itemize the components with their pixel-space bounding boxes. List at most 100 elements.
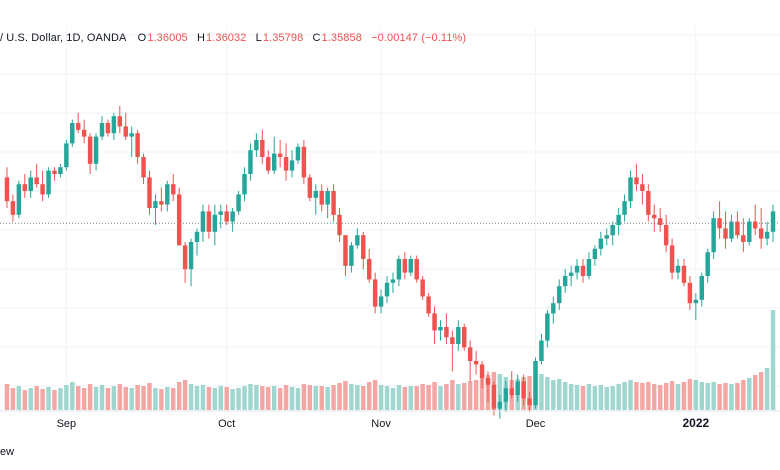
candle bbox=[705, 248, 710, 283]
candle-body bbox=[355, 235, 360, 246]
x-tick-label: Oct bbox=[218, 418, 235, 430]
volume-bar bbox=[10, 388, 16, 410]
volume-bar bbox=[622, 382, 627, 410]
symbol-title: / U.S. Dollar, 1D, OANDA bbox=[0, 32, 127, 44]
volume-bar bbox=[343, 381, 348, 410]
volume-bar bbox=[438, 386, 443, 410]
candle-body bbox=[462, 327, 467, 348]
candle bbox=[741, 218, 746, 253]
candle-body bbox=[111, 116, 117, 134]
candle bbox=[384, 276, 390, 304]
footer-text[interactable]: ew bbox=[0, 446, 15, 458]
candle-body bbox=[610, 225, 615, 236]
candle-body bbox=[194, 231, 200, 242]
candle bbox=[456, 320, 461, 351]
open-value: 1.36005 bbox=[147, 32, 188, 44]
candle bbox=[313, 184, 318, 215]
candle-body bbox=[58, 167, 63, 174]
candle bbox=[176, 187, 182, 246]
volume-bar bbox=[652, 384, 657, 410]
candle bbox=[675, 259, 681, 280]
candle bbox=[545, 310, 550, 348]
candle bbox=[289, 150, 295, 178]
candle bbox=[159, 187, 164, 212]
candle-body bbox=[325, 191, 330, 205]
candle-body bbox=[741, 235, 746, 242]
candle-body bbox=[426, 296, 431, 314]
candle-body bbox=[188, 242, 194, 270]
volume-bar bbox=[545, 377, 550, 410]
candle bbox=[16, 180, 22, 219]
volume-bar bbox=[699, 382, 704, 410]
volume-bar bbox=[248, 384, 253, 410]
volume-bar bbox=[675, 384, 681, 410]
candle bbox=[372, 272, 378, 314]
volume-bar bbox=[574, 385, 580, 410]
candle bbox=[28, 170, 33, 198]
candle-body bbox=[414, 259, 419, 280]
candle bbox=[444, 313, 449, 344]
candle bbox=[657, 208, 663, 232]
candle bbox=[699, 272, 704, 307]
candle bbox=[711, 211, 716, 259]
candle bbox=[509, 371, 514, 399]
candle bbox=[295, 143, 301, 164]
candle-body bbox=[485, 378, 491, 385]
volume-bar bbox=[640, 383, 645, 410]
candle-body bbox=[652, 214, 657, 219]
candle-body bbox=[313, 191, 318, 198]
candle-body bbox=[319, 191, 324, 205]
volume-bar bbox=[159, 389, 164, 410]
candle-body bbox=[135, 133, 140, 157]
candle-body bbox=[171, 184, 176, 195]
volume-bar bbox=[634, 382, 639, 410]
volume-bar bbox=[271, 386, 277, 410]
volume-bars bbox=[4, 310, 776, 410]
candle-body bbox=[117, 116, 123, 127]
volume-bar bbox=[758, 372, 764, 410]
candle-body bbox=[699, 276, 704, 300]
candle-body bbox=[735, 221, 740, 236]
candle bbox=[343, 235, 348, 276]
candle-body bbox=[758, 228, 764, 239]
volume-bar bbox=[604, 387, 609, 410]
candle-body bbox=[628, 177, 633, 202]
candle-body bbox=[557, 286, 562, 304]
volume-bar bbox=[729, 384, 734, 410]
volume-bar bbox=[206, 387, 212, 410]
volume-bar bbox=[669, 381, 675, 410]
candle-body bbox=[568, 272, 574, 276]
candle-body bbox=[366, 259, 372, 280]
candle-body bbox=[99, 123, 105, 137]
candle bbox=[242, 167, 247, 202]
candle-body bbox=[444, 327, 449, 338]
candle-body bbox=[182, 245, 188, 270]
candle bbox=[568, 265, 574, 287]
candle bbox=[105, 119, 111, 137]
candle bbox=[438, 320, 443, 341]
candle bbox=[129, 126, 134, 157]
candles bbox=[4, 106, 776, 419]
candle-body bbox=[93, 136, 99, 164]
candle bbox=[337, 208, 342, 242]
candle-body bbox=[236, 194, 241, 212]
candle-body bbox=[123, 126, 128, 137]
volume-bar bbox=[266, 387, 271, 410]
candle-body bbox=[747, 221, 752, 242]
x-tick-label: Dec bbox=[526, 418, 546, 430]
volume-bar bbox=[165, 387, 170, 410]
candle-body bbox=[165, 184, 170, 205]
candle bbox=[325, 187, 330, 219]
candle bbox=[123, 112, 128, 140]
candle-body bbox=[266, 157, 271, 171]
candle bbox=[622, 194, 627, 222]
candle bbox=[485, 371, 491, 402]
volume-bar bbox=[355, 385, 360, 410]
candle-body bbox=[450, 337, 455, 344]
candle-body bbox=[378, 296, 384, 307]
candle-body bbox=[473, 361, 479, 365]
candle-body bbox=[770, 211, 776, 232]
candle-body bbox=[206, 211, 212, 232]
